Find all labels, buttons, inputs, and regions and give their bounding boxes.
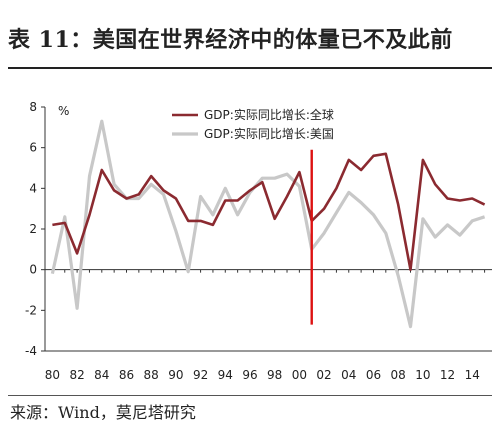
x-tick-label: 02 <box>316 368 331 382</box>
x-tick-label: 12 <box>440 368 455 382</box>
chart-title: 表 11：美国在世界经济中的体量已不及此前 <box>8 27 453 53</box>
x-tick-label: 84 <box>94 368 109 382</box>
source-divider <box>8 395 492 396</box>
y-tick-label: 6 <box>29 141 37 155</box>
y-tick-label: 4 <box>29 181 37 195</box>
legend: GDP:实际同比增长:全球 GDP:实际同比增长:美国 <box>172 107 334 141</box>
source-note: 来源：Wind，莫尼塔研究 <box>10 403 196 422</box>
x-tick-label: 82 <box>69 368 84 382</box>
x-tick-label: 08 <box>391 368 406 382</box>
x-tick-label: 00 <box>292 368 307 382</box>
y-tick-label: -2 <box>25 303 37 317</box>
y-tick-label: 8 <box>29 100 37 114</box>
title-divider <box>8 67 492 69</box>
x-tick-label: 96 <box>242 368 257 382</box>
x-tick-label: 80 <box>45 368 60 382</box>
y-tick-label: -4 <box>25 344 37 358</box>
x-tick-label: 14 <box>465 368 480 382</box>
legend-label: GDP:实际同比增长:美国 <box>204 126 334 141</box>
series-line-us <box>50 119 486 329</box>
legend-label: GDP:实际同比增长:全球 <box>204 107 334 122</box>
x-tick-label: 98 <box>267 368 282 382</box>
x-tick-label: 04 <box>341 368 356 382</box>
series-line-global <box>52 152 486 272</box>
y-tick-label: 2 <box>29 222 37 236</box>
x-tick-label: 92 <box>193 368 208 382</box>
unit-label: % <box>58 104 69 118</box>
x-tick-label: 88 <box>144 368 159 382</box>
series-layer <box>50 119 486 329</box>
x-tick-label: 10 <box>415 368 430 382</box>
x-tick-label: 90 <box>168 368 183 382</box>
x-tick-label: 94 <box>218 368 233 382</box>
y-tick-label: 0 <box>29 263 37 277</box>
x-tick-label: 06 <box>366 368 381 382</box>
x-tick-label: 86 <box>119 368 134 382</box>
